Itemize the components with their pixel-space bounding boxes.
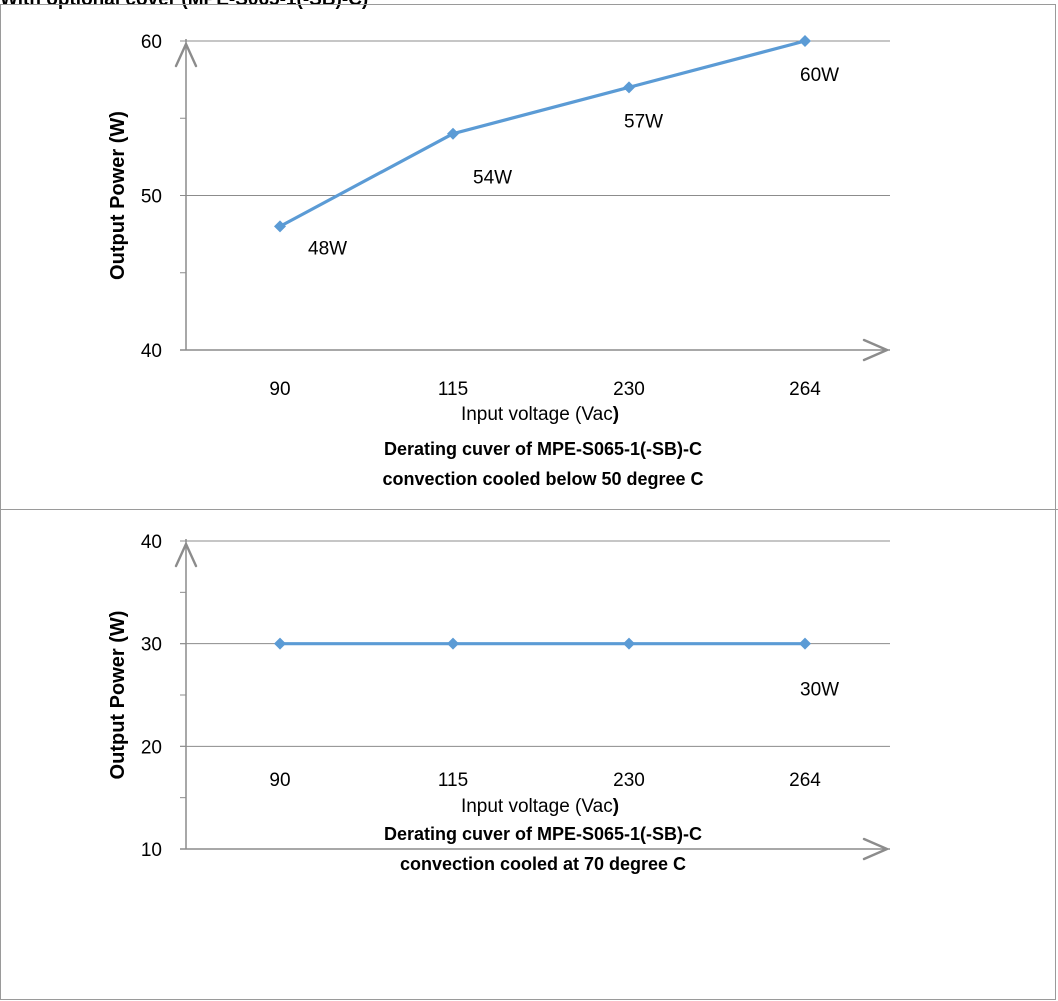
data-point [799,637,811,650]
derating-chart-50c: 40 50 60 90 115 230 264 48W 54W 57W 60W Output Powe… [107,32,890,489]
data-point [274,637,286,650]
y-tick-label-20: 20 [141,737,162,758]
x-axis-title-suffix: ) [613,404,619,425]
x-axis-title-text: Input voltage (Vac [461,404,613,425]
chart-caption-line-2: convection cooled at 70 degree C [400,854,686,874]
data-point [623,637,635,650]
chart-caption-line-2: convection cooled below 50 degree C [382,469,703,489]
table-frame [0,4,1056,1000]
y-tick-label-30: 30 [141,635,162,656]
x-tick-label-230: 230 [613,770,645,791]
y-axis-title: Output Power (W) [107,611,129,780]
data-point [274,220,286,233]
y-axis-arrow-icon [174,542,198,568]
page-heading: With optional cover (MPE-S065-1(-SB)-C) [0,0,368,11]
y-tick-label-50: 50 [141,187,162,208]
data-label: 54W [473,168,512,189]
x-tick-label-264: 264 [789,379,821,400]
x-tick-label-115: 115 [438,770,468,791]
y-tick-label-40: 40 [141,532,162,553]
x-axis-title: Input voltage (Vac) [461,796,619,817]
x-axis-arrow-icon [862,338,889,362]
derating-chart-70c: 10 20 30 40 90 115 230 264 30W Output Power (W) In… [107,532,890,874]
table-row-divider [0,509,1058,510]
y-axis-title: Output Power (W) [107,111,129,280]
data-label: 48W [308,238,347,259]
x-axis-arrow-icon [862,837,889,861]
x-axis-title: Input voltage (Vac) [461,404,619,425]
x-tick-label-230: 230 [613,379,645,400]
data-point [799,35,811,47]
data-label: 60W [800,65,839,86]
data-label: 57W [624,111,663,132]
x-tick-label-264: 264 [789,770,821,791]
x-tick-label-90: 90 [269,770,290,791]
chart-caption-line-1: Derating cuver of MPE-S065-1(-SB)-C [384,824,702,844]
data-point [447,127,459,140]
x-tick-label-90: 90 [269,379,290,400]
data-point [623,81,635,94]
x-tick-label-115: 115 [438,379,468,400]
chart-caption-line-1: Derating cuver of MPE-S065-1(-SB)-C [384,439,702,459]
data-label: 30W [800,680,839,701]
y-tick-label-10: 10 [141,840,162,861]
y-tick-label-40: 40 [141,341,162,362]
series-line [279,39,806,228]
data-point [447,637,459,650]
y-tick-label-60: 60 [141,32,162,53]
y-axis-arrow-icon [174,42,198,68]
x-axis-title-suffix: ) [613,796,619,817]
x-axis-title-text: Input voltage (Vac [461,796,613,817]
